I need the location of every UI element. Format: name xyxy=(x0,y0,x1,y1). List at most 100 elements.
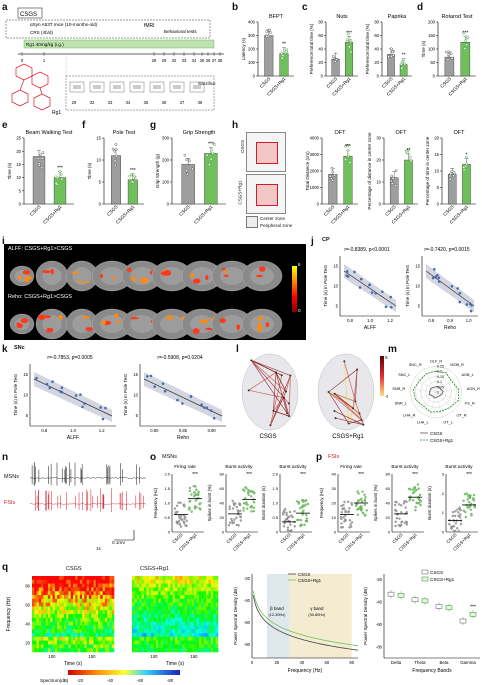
bar-ylabel: Total Distance (cm) xyxy=(305,151,310,191)
spectro-xlabel-right: Time (s) xyxy=(166,661,184,667)
data-point xyxy=(391,50,394,54)
panel-label-p: p xyxy=(316,452,323,463)
correlation-xtick: 0.8 xyxy=(347,318,353,323)
firing-point xyxy=(228,521,232,524)
psd-ytick: -40 xyxy=(244,598,251,603)
timeline-diagram: CSGS αSyn A53T mice (10-months-old) CRS … xyxy=(5,7,224,116)
data-point xyxy=(463,47,467,50)
correlation-ylabel: Time (s) in Pole Test xyxy=(123,373,128,415)
firing-point xyxy=(417,502,421,505)
correlation-point xyxy=(458,300,462,304)
firing-point xyxy=(348,519,352,522)
colorbar-min: 0 xyxy=(298,308,301,313)
firing-point xyxy=(183,503,186,506)
day-tick-bottom: 29 xyxy=(72,100,77,105)
data-point xyxy=(444,50,448,54)
significance-marker: *** xyxy=(412,472,418,478)
data-point xyxy=(114,143,118,146)
bar-ytick: 0 xyxy=(377,74,380,79)
dot-plot-ytick: 80 xyxy=(386,472,391,477)
data-point xyxy=(348,161,352,164)
firing-point xyxy=(195,488,198,491)
day-tick-bottom: 37 xyxy=(180,100,185,105)
dot-plot-ytick: 0 xyxy=(276,530,279,535)
firing-point xyxy=(295,500,299,503)
firing-point xyxy=(250,495,253,498)
bar-ytick: 0 xyxy=(253,74,256,79)
correlation-xlabel: ALFF xyxy=(364,325,376,331)
day-tick: 34 xyxy=(192,58,197,63)
bar-ytick: 1000 xyxy=(310,185,320,190)
bar-xlabel: CSGS+Rg1 xyxy=(193,204,214,225)
bar-title: OFT xyxy=(335,130,347,136)
firing-point xyxy=(360,504,363,508)
band-box xyxy=(387,591,395,597)
correlation-point xyxy=(59,390,62,393)
behavior-icons xyxy=(69,81,205,93)
snc-title: SNc xyxy=(14,345,25,351)
firing-point xyxy=(299,523,303,526)
firing-point xyxy=(238,502,242,506)
network-node xyxy=(358,412,361,415)
firing-point xyxy=(177,514,181,518)
psd-line xyxy=(252,590,359,647)
data-point xyxy=(130,180,134,184)
panel-label-n: n xyxy=(2,452,9,463)
firing-point xyxy=(394,503,397,507)
correlation-xtick: 1.0 xyxy=(70,428,76,433)
firing-point xyxy=(239,516,243,519)
firing-point xyxy=(230,517,233,521)
spectro-xlabel-left: Time (s) xyxy=(64,661,82,667)
firing-point xyxy=(467,495,470,498)
data-point xyxy=(36,157,40,160)
data-point xyxy=(132,176,135,180)
firing-point xyxy=(347,510,351,513)
firing-point xyxy=(179,525,183,528)
data-point xyxy=(282,48,286,52)
data-point xyxy=(191,167,194,171)
psd-ytick: -20 xyxy=(244,576,251,581)
bar-rg1 xyxy=(53,177,67,205)
center-zone-label: Center zone xyxy=(260,216,286,221)
data-point xyxy=(113,159,117,163)
correlation-point xyxy=(189,395,193,398)
correlation-point xyxy=(346,275,350,278)
band-xlabel: Frequency Bands xyxy=(412,668,452,674)
band-box xyxy=(421,598,429,604)
bar-ylabel: Preference:total time (%) xyxy=(309,23,314,74)
network-node xyxy=(356,368,359,371)
beta-band-shade xyxy=(266,574,290,658)
psd-ylabel: Power Spectral Density (dB) xyxy=(233,587,238,645)
mice-label: αSyn A53T mice (10-months-old) xyxy=(30,22,98,27)
bar-ytick: 3000 xyxy=(310,152,320,157)
activation-blob xyxy=(83,281,91,284)
spectro-xtick: 100 xyxy=(49,654,57,659)
data-point xyxy=(281,54,285,57)
network-node xyxy=(352,407,355,410)
sacrifice-label: Sacrifice xyxy=(198,81,216,86)
firing-point xyxy=(231,507,235,510)
significance-marker: *** xyxy=(345,144,351,150)
data-point xyxy=(345,38,349,42)
firing-point xyxy=(185,519,188,522)
firing-point xyxy=(303,523,306,526)
psd-legend-rg1: CSGS+Rg1 xyxy=(298,578,322,583)
correlation-point xyxy=(469,309,473,313)
bar-ytick: 300 xyxy=(248,33,256,38)
bar-chart-g: Grip Strength Grip Strength (g) 0 100 200 300… xyxy=(155,130,226,225)
data-point xyxy=(268,28,271,32)
regression-line xyxy=(343,270,397,307)
firing-point xyxy=(188,486,192,490)
firing-point xyxy=(356,513,360,516)
bar-ytick: 100 xyxy=(248,60,256,65)
firing-point xyxy=(339,526,343,529)
firing-point xyxy=(237,510,240,514)
radar-ring xyxy=(425,381,447,403)
correlation-xtick: 0.8 xyxy=(41,428,47,433)
correlation-xtick: 0.80 xyxy=(150,428,159,433)
panel-label-l: l xyxy=(236,344,239,355)
correlation-point xyxy=(434,275,438,279)
alff-label: ALFF: CSGS+Rg1>CSGS xyxy=(8,246,73,252)
firing-point xyxy=(231,499,234,502)
correlation-ylabel: Time (s) in Pole Test xyxy=(405,264,410,306)
